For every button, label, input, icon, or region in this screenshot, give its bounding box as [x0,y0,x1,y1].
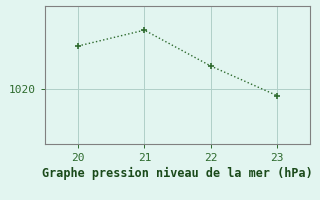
X-axis label: Graphe pression niveau de la mer (hPa): Graphe pression niveau de la mer (hPa) [42,167,313,180]
